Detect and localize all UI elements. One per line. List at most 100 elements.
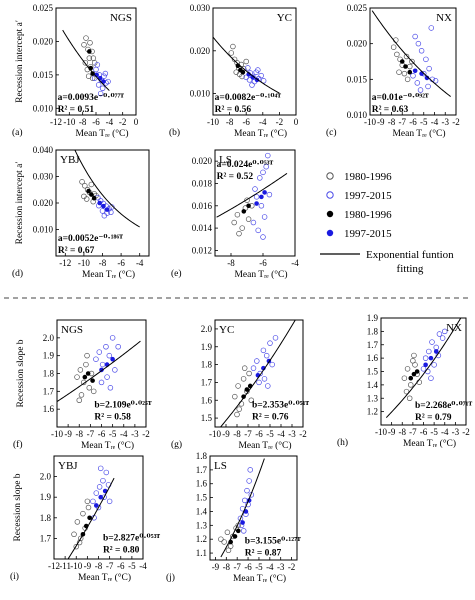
panel-j: -9 -8 -7 -6 -5 -4 -3 -2 1.1 1.2 1.3 1.4 1.5 1.6 1.7 1.8… <box>166 451 301 584</box>
point-open-new-12 <box>428 25 435 31</box>
y-tick-label: 1.8 <box>201 360 213 370</box>
point-open-old-0 <box>79 179 85 185</box>
point-filled-new-1 <box>98 494 104 500</box>
point-open-old-6 <box>85 504 92 511</box>
point-open-new-8 <box>108 209 114 216</box>
plot-frame <box>55 149 150 257</box>
point-open-new-0 <box>90 498 96 505</box>
fit-curve <box>216 172 288 218</box>
point-open-old-7 <box>241 365 248 371</box>
plot-data <box>74 150 140 228</box>
y-tick-label: 1.8 <box>196 451 208 461</box>
point-open-old-1 <box>77 367 84 373</box>
x-axis-label: Mean Tᵣₑ (°C) <box>234 269 287 280</box>
station-label: NX <box>446 322 462 334</box>
point-filled-new-2 <box>433 349 439 354</box>
point-open-new-4 <box>436 331 443 337</box>
station-label: LS <box>214 460 227 472</box>
point-filled-new-0 <box>254 201 259 206</box>
plot-data <box>218 458 265 558</box>
point-open-old-3 <box>80 510 86 517</box>
x-tick-label: -10 <box>70 561 82 571</box>
point-filled-new-1 <box>101 203 106 209</box>
x-tick-label: -3 <box>288 429 296 439</box>
point-open-new-3 <box>244 487 250 494</box>
point-open-old-8 <box>90 388 97 395</box>
point-open-new-8 <box>115 344 121 350</box>
plot-data <box>213 36 280 94</box>
station-label: NGS <box>110 12 132 24</box>
y-tick-label: 1.8 <box>40 513 52 523</box>
point-open-old-0 <box>228 50 235 56</box>
point-filled-old-1 <box>89 192 94 197</box>
panel-e: -8 -6 -4 0.012 0.014 0.016 0.018 0.020 LSa=0.024… <box>171 149 299 280</box>
point-open-new-1 <box>96 349 103 355</box>
x-tick-label: -12 <box>59 258 71 268</box>
x-tick-label: -3 <box>442 117 450 127</box>
point-open-old-0 <box>390 44 397 50</box>
legend-marker-1 <box>326 191 334 199</box>
point-filled-new-2 <box>110 356 115 362</box>
x-tick-label: -10 <box>207 117 219 127</box>
x-tick-label: -11 <box>59 561 71 571</box>
point-open-new-10 <box>109 204 115 210</box>
point-open-old-0 <box>81 42 87 48</box>
point-open-old-5 <box>236 406 242 412</box>
point-filled-new-0 <box>93 503 99 508</box>
x-tick-label: -6 <box>409 117 417 127</box>
point-open-old-5 <box>78 392 85 398</box>
x-axis-label: Mean Tᵣₑ (°C) <box>392 128 445 139</box>
x-tick-label: -6 <box>259 258 267 268</box>
panel-letter: (h) <box>337 437 348 448</box>
point-open-new-9 <box>102 70 109 77</box>
y-tick-label: 1.9 <box>201 342 213 352</box>
y-tick-label: 1.2 <box>196 534 207 544</box>
point-open-new-11 <box>442 328 448 335</box>
point-open-new-0 <box>237 515 244 522</box>
y-tick-label: 0.025 <box>33 3 54 13</box>
fit-curve <box>213 36 280 94</box>
point-open-new-2 <box>96 484 103 490</box>
point-open-new-9 <box>101 212 108 219</box>
x-tick-label: -6 <box>92 117 100 127</box>
point-open-new-11 <box>432 78 439 84</box>
y-tick-label: 1.2 <box>367 407 378 417</box>
x-axis-label: Mean Tᵣₑ (°C) <box>78 572 131 583</box>
point-open-new-7 <box>104 374 110 380</box>
point-open-new-10 <box>107 385 114 391</box>
y-tick-label: 1.9 <box>367 313 379 323</box>
point-open-new-4 <box>103 469 110 476</box>
x-tick-label: -10 <box>78 258 90 268</box>
plot-data <box>216 152 288 240</box>
r-squared: R² = 0.80 <box>103 545 140 555</box>
point-open-old-5 <box>88 181 95 188</box>
point-open-new-5 <box>109 335 116 341</box>
point-open-old-2 <box>80 379 87 386</box>
point-open-new-3 <box>94 62 101 68</box>
panel-letter: (i) <box>10 571 19 582</box>
y-tick-label: 1.7 <box>367 340 379 350</box>
y-tick-label: 1.3 <box>367 393 379 403</box>
fit-curve <box>371 10 451 97</box>
point-open-new-9 <box>97 465 104 472</box>
point-open-old-4 <box>73 543 79 550</box>
plot-data <box>385 318 462 418</box>
y-axis-label: Recession intercept a′ <box>15 20 25 103</box>
x-tick-label: -2 <box>299 429 307 439</box>
fit-equation: b=3.155e⁰·¹²⁷ᵀ <box>245 536 301 546</box>
x-tick-label: 0 <box>294 117 299 127</box>
y-tick-label: 0.010 <box>347 110 368 120</box>
point-open-old-1 <box>394 51 400 58</box>
point-open-old-2 <box>224 529 231 536</box>
x-tick-label: -9 <box>377 117 385 127</box>
fit-equation: b=2.827e⁰·⁰⁵³ᵀ <box>103 533 160 543</box>
point-open-old-9 <box>409 58 415 65</box>
y-tick-label: 0.010 <box>190 89 211 99</box>
x-tick-label: -5 <box>109 429 117 439</box>
point-open-new-11 <box>97 90 104 97</box>
point-filled-old-1 <box>411 371 417 377</box>
y-tick-label: 0.020 <box>190 46 211 56</box>
x-tick-label: -12 <box>50 117 62 127</box>
y-tick-label: 1.6 <box>43 404 55 414</box>
x-tick-label: -8 <box>388 117 396 127</box>
